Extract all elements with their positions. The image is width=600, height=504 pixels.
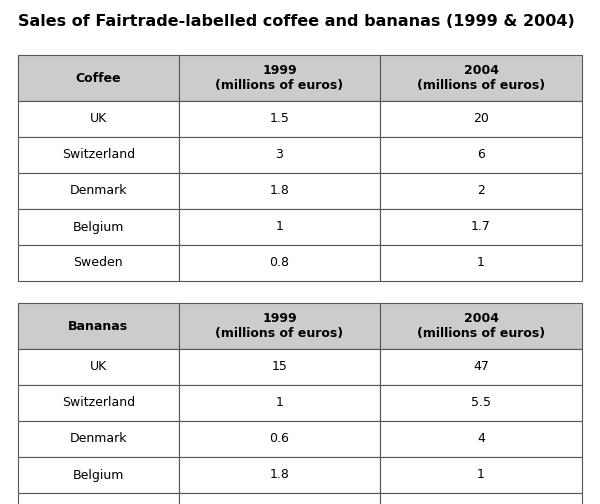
Bar [380,493,582,504]
Text: Belgium: Belgium [73,469,124,481]
Bar [380,101,582,137]
Bar [179,101,380,137]
Bar [380,303,582,349]
Bar [179,209,380,245]
Text: 1.7: 1.7 [471,221,491,233]
Bar [179,493,380,504]
Text: UK: UK [90,112,107,125]
Bar [179,173,380,209]
Bar [18,493,179,504]
Text: Belgium: Belgium [73,221,124,233]
Text: 2004
(millions of euros): 2004 (millions of euros) [417,312,545,340]
Text: 3: 3 [275,149,283,161]
Text: 1: 1 [477,257,485,270]
Text: 4: 4 [477,432,485,446]
Bar [380,245,582,281]
Text: Sweden: Sweden [74,257,123,270]
Bar [380,385,582,421]
Bar [179,137,380,173]
Text: 5.5: 5.5 [471,397,491,409]
Text: 0.6: 0.6 [269,432,289,446]
Bar [179,457,380,493]
Bar [179,349,380,385]
Bar [18,349,179,385]
Bar [179,421,380,457]
Text: Bananas: Bananas [68,320,128,333]
Bar [179,55,380,101]
Text: 6: 6 [477,149,485,161]
Text: 1.8: 1.8 [269,469,289,481]
Text: 0.8: 0.8 [269,257,289,270]
Text: 1: 1 [275,397,283,409]
Bar [179,303,380,349]
Text: 1999
(millions of euros): 1999 (millions of euros) [215,312,343,340]
Text: 47: 47 [473,360,489,373]
Text: Switzerland: Switzerland [62,149,135,161]
Bar [18,173,179,209]
Text: Coffee: Coffee [76,72,121,85]
Text: 2: 2 [477,184,485,198]
Bar [380,55,582,101]
Bar [380,209,582,245]
Text: UK: UK [90,360,107,373]
Text: Denmark: Denmark [70,184,127,198]
Bar [18,457,179,493]
Bar [18,101,179,137]
Text: 1999
(millions of euros): 1999 (millions of euros) [215,64,343,92]
Bar [179,245,380,281]
Text: Sales of Fairtrade-labelled coffee and bananas (1999 & 2004): Sales of Fairtrade-labelled coffee and b… [18,14,575,29]
Bar [18,55,179,101]
Bar [18,303,179,349]
Text: 15: 15 [271,360,287,373]
Bar [179,385,380,421]
Bar [380,421,582,457]
Bar [18,245,179,281]
Bar [18,137,179,173]
Text: 20: 20 [473,112,489,125]
Text: Denmark: Denmark [70,432,127,446]
Bar [18,209,179,245]
Text: 1.5: 1.5 [269,112,289,125]
Text: Switzerland: Switzerland [62,397,135,409]
Bar [18,421,179,457]
Bar [18,385,179,421]
Bar [380,173,582,209]
Bar [380,137,582,173]
Text: 1: 1 [275,221,283,233]
Bar [380,349,582,385]
Text: 1.8: 1.8 [269,184,289,198]
Text: 1: 1 [477,469,485,481]
Bar [380,457,582,493]
Text: 2004
(millions of euros): 2004 (millions of euros) [417,64,545,92]
